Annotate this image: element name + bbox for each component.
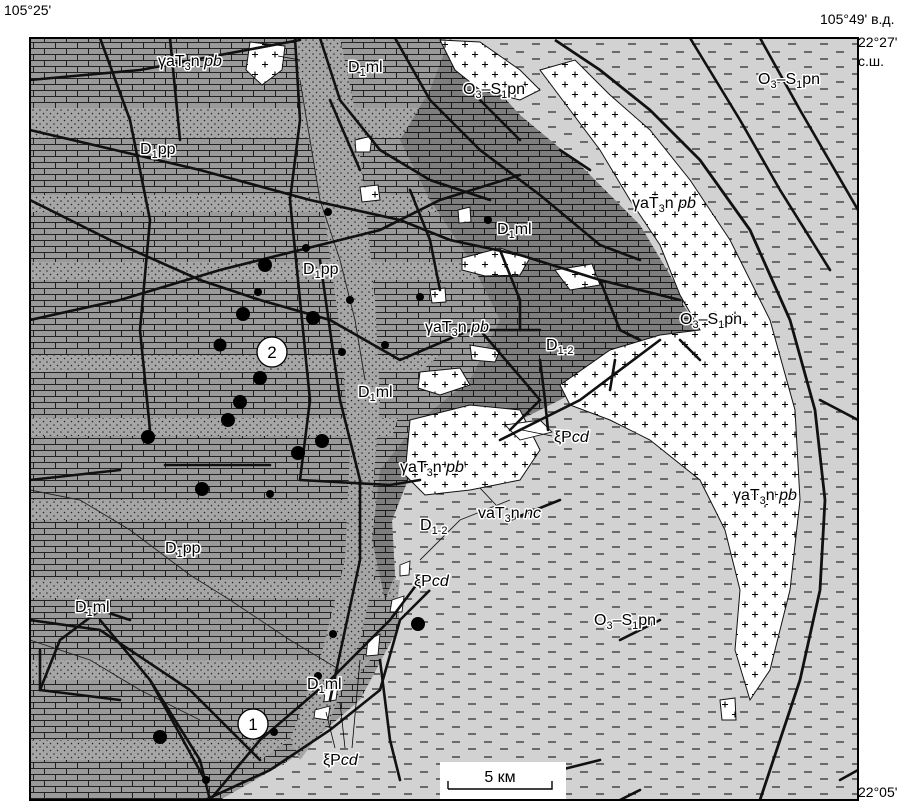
label-xipcd-south: ξPcd (323, 752, 359, 769)
label-d1ml-south: D1ml (307, 676, 342, 696)
coord-top-left: 105°25' (4, 2, 52, 18)
d1ml-dark-zone (372, 38, 685, 600)
contact-lines (30, 79, 511, 721)
map-frame (29, 37, 859, 801)
label-d1ml-center: D1ml (358, 384, 393, 404)
scale-bar: 5 км (440, 762, 566, 800)
coord-top-right-lon: 105°49' в.д. (820, 11, 895, 27)
deposit-1-marker: 1 (237, 708, 269, 740)
label-d12-north: D1-2 (546, 337, 573, 357)
eastern-boundary-fault (554, 38, 827, 800)
granite-pb-belt (539, 59, 801, 702)
ore-occurrences (141, 208, 492, 784)
unit-labels: γaT3n pb D1ml O3–S1pn O3–S1pn D1pp γaT3n… (74, 52, 822, 771)
label-gat3npb-center: γaT3n pb (425, 319, 489, 339)
label-gat3npb-se: γaT3n pb (733, 487, 797, 507)
coord-top-right-lat-unit: с.ш. (858, 53, 885, 69)
label-gat3npb-top: γaT3n pb (158, 53, 222, 73)
deposit-2-number: 2 (267, 343, 276, 362)
label-o3s1pn-north: O3–S1pn (463, 81, 525, 101)
coord-bottom-right: 22°05' (858, 784, 898, 800)
label-xipcd-east: ξPcd (554, 429, 590, 446)
leader-lines (277, 55, 553, 749)
granite-bodies (245, 39, 737, 721)
label-o3s1pn-ne: O3–S1pn (758, 71, 820, 91)
label-d1pp-center: D1pp (303, 261, 339, 281)
label-o3s1pn-east: O3–S1pn (680, 311, 742, 331)
label-d1ml-mid: D1ml (497, 221, 532, 241)
label-gat3npb-ne: γaT3n pb (632, 195, 696, 215)
label-d1ml-top: D1ml (348, 59, 383, 79)
label-o3s1pn-south: O3–S1pn (594, 612, 656, 632)
label-d12-south: D1-2 (420, 517, 447, 537)
faults (30, 38, 858, 800)
western-boundary-fault (204, 589, 431, 800)
deposit-2-marker: 2 (256, 336, 288, 368)
label-d1ml-west: D1ml (75, 599, 110, 619)
deposit-1-number: 1 (248, 715, 257, 734)
label-xipcd-mid: ξPcd (414, 573, 450, 590)
label-d1pp-south: D1pp (165, 540, 201, 560)
coord-top-right-lat: 22°27' (858, 34, 898, 50)
label-d1pp-north: D1pp (140, 141, 176, 161)
scale-bar-label: 5 км (484, 769, 515, 786)
label-gat3npb-south: γaT3n pb (400, 459, 464, 479)
label-vat3nnc: vaT3n nc (478, 505, 541, 525)
